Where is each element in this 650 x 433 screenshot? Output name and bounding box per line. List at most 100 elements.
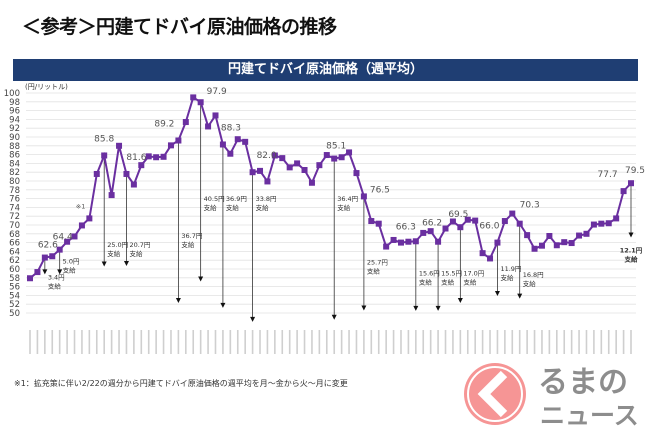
x-tick-mark <box>103 330 105 354</box>
data-point <box>234 136 241 143</box>
data-point <box>583 230 590 237</box>
x-tick-mark <box>452 330 454 354</box>
x-tick-mark <box>296 330 298 354</box>
data-label: 85.1 <box>326 142 346 152</box>
data-point <box>509 210 516 217</box>
data-label: 66.2 <box>422 219 442 229</box>
x-tick-mark <box>133 330 135 354</box>
data-point <box>182 119 189 126</box>
x-tick-mark <box>556 330 558 354</box>
x-tick-mark <box>58 330 61 354</box>
data-point <box>360 193 367 200</box>
x-tick-mark <box>259 330 261 354</box>
logo-text-line1: るまの <box>538 365 628 400</box>
data-point <box>501 218 508 225</box>
data-point <box>271 152 278 159</box>
subsidy-arrow-head <box>628 232 634 238</box>
x-tick-mark <box>66 330 68 354</box>
x-tick-mark <box>244 330 246 354</box>
subsidy-amount-label: 3.4円 <box>48 273 65 281</box>
subsidy-amount-label: 33.8円 <box>256 195 277 203</box>
subsidy-note-label: 支給 <box>523 279 537 288</box>
data-point <box>190 94 197 101</box>
data-point <box>383 243 390 250</box>
x-tick-mark <box>415 330 417 354</box>
x-tick-mark <box>36 330 39 354</box>
subsidy-arrow-head <box>250 316 256 322</box>
data-point <box>494 239 501 246</box>
data-point <box>613 215 620 222</box>
subsidy-arrow-head <box>494 290 500 296</box>
x-tick-mark <box>185 330 187 354</box>
subsidy-note-label: 支給 <box>367 267 381 276</box>
y-tick-label: 72 <box>9 212 20 222</box>
data-point <box>145 153 152 160</box>
subsidy-note-label: 支給 <box>48 281 62 290</box>
kuruma-news-logo-icon: るまの ニュース <box>464 363 639 430</box>
subsidy-note-label: 支給 <box>226 203 240 212</box>
subsidy-arrow-head <box>175 298 181 303</box>
y-tick-label: 94 <box>9 115 20 125</box>
data-point <box>375 220 382 227</box>
x-tick-mark <box>363 330 365 354</box>
y-tick-label: 62 <box>9 256 20 266</box>
y-tick-label: 60 <box>9 265 20 275</box>
subsidy-arrows: 3.4円支給5.0円支給25.0円支給20.7円支給36.7円支給40.5円支給… <box>42 102 643 322</box>
x-tick-mark <box>125 330 128 354</box>
y-tick-label: 70 <box>9 221 20 231</box>
subsidy-amount-label: 17.0円 <box>463 270 484 278</box>
data-label: ※1 <box>76 202 86 210</box>
x-tick-mark <box>29 330 31 354</box>
subsidy-arrow-head <box>220 302 226 308</box>
subsidy-amount-label: 40.5円 <box>204 195 225 203</box>
x-tick-mark <box>548 330 551 354</box>
data-point <box>331 155 338 162</box>
data-point <box>524 232 531 239</box>
y-tick-label: 66 <box>9 239 20 249</box>
x-tick-mark <box>348 330 350 354</box>
data-point <box>249 169 256 176</box>
data-point <box>397 239 404 246</box>
data-point <box>294 160 301 167</box>
data-point <box>227 150 234 157</box>
subsidy-amount-label: 12.1円 <box>620 246 643 254</box>
x-tick-mark <box>333 330 336 354</box>
x-tick-mark <box>236 330 239 354</box>
x-tick-mark <box>422 330 425 354</box>
subsidy-note-label: 支給 <box>419 278 433 287</box>
x-tick-mark <box>162 330 165 354</box>
data-point <box>27 275 33 282</box>
data-label: 85.8 <box>94 134 114 144</box>
x-tick-mark <box>199 330 202 354</box>
subsidy-amount-label: 25.0円 <box>107 241 128 249</box>
y-tick-label: 84 <box>9 159 20 169</box>
x-tick-mark <box>533 330 536 354</box>
x-tick-mark <box>274 330 276 354</box>
data-point <box>420 229 427 236</box>
subsidy-arrow-head <box>517 293 523 299</box>
data-point <box>472 217 479 224</box>
data-point <box>605 220 612 227</box>
data-point <box>308 179 315 186</box>
data-point <box>531 245 538 252</box>
data-point <box>160 153 167 160</box>
x-tick-mark <box>630 330 632 354</box>
data-label: 62.6 <box>38 241 58 251</box>
x-tick-mark <box>303 330 306 354</box>
subsidy-note-label: 支給 <box>500 273 514 282</box>
data-label: 79.5 <box>625 166 645 176</box>
x-tick-mark <box>481 330 484 354</box>
data-point <box>405 238 412 245</box>
data-label: 77.7 <box>598 170 618 180</box>
data-point <box>286 164 293 171</box>
x-tick-mark <box>214 330 217 354</box>
data-label: 82.0 <box>257 151 277 161</box>
x-tick-mark <box>504 330 506 354</box>
y-tick-labels: 5052545658606264666870727476788082848688… <box>4 89 20 319</box>
data-label: 64.4 <box>53 233 73 243</box>
data-point <box>368 218 375 225</box>
data-label: 70.3 <box>520 201 540 211</box>
data-point <box>538 242 545 249</box>
x-tick-mark <box>251 330 254 354</box>
data-point <box>138 162 145 169</box>
